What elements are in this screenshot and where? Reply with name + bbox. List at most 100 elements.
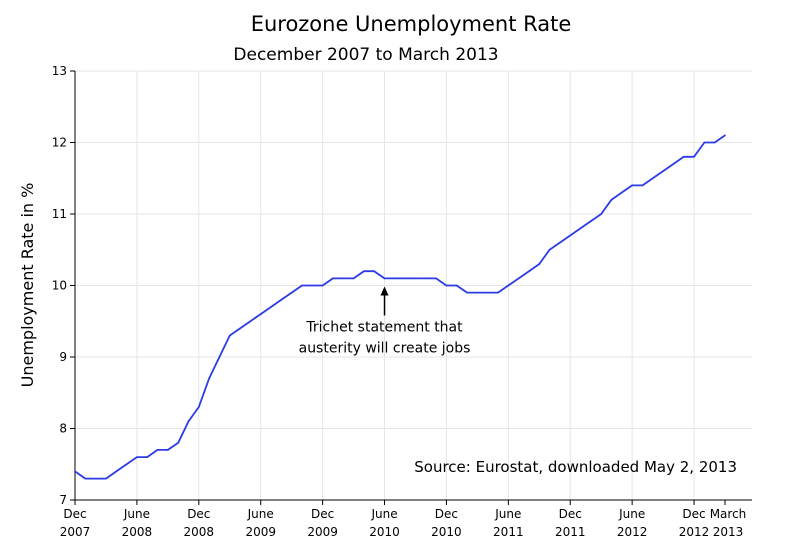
data-point	[228, 334, 231, 337]
y-tick-label: 8	[59, 422, 67, 436]
x-tick-label-line1: June	[123, 507, 150, 521]
data-point	[693, 156, 695, 158]
data-point	[177, 442, 179, 444]
y-tick-label: 7	[59, 493, 67, 507]
x-tick-label-line1: June	[618, 507, 645, 521]
annotation-arrow-head	[380, 286, 389, 296]
chart-title: Eurozone Unemployment Rate	[251, 12, 572, 36]
data-point	[301, 284, 303, 287]
data-point	[486, 291, 489, 294]
data-point	[115, 470, 118, 473]
x-tick-label-line2: 2009	[245, 525, 276, 539]
x-tick-label-line1: Dec	[682, 507, 705, 521]
x-tick-label-line2: 2011	[493, 525, 524, 539]
x-tick-label-line1: Dec	[559, 507, 582, 521]
data-point	[507, 284, 510, 287]
data-point	[559, 241, 561, 244]
data-point	[631, 184, 633, 187]
y-tick-labels: 7 8 9 10 11 12 13	[52, 64, 67, 507]
data-point	[662, 170, 664, 172]
data-point	[404, 277, 406, 280]
y-tick-label: 12	[52, 136, 67, 150]
data-point	[311, 284, 314, 287]
data-point	[466, 291, 468, 294]
data-point	[548, 248, 551, 251]
data-point	[621, 191, 623, 194]
data-point	[156, 449, 159, 451]
x-tick-label-line1: June	[247, 507, 274, 521]
data-point	[352, 277, 355, 280]
x-tick-label-line1: June	[370, 507, 397, 521]
data-point	[239, 327, 241, 330]
y-axis-label: Unemployment Rate in %	[18, 183, 37, 388]
data-point	[198, 406, 200, 408]
data-point	[383, 277, 386, 280]
x-tick-label-line1: Dec	[63, 507, 86, 521]
x-tick-label-line2: 2011	[555, 525, 586, 539]
data-point	[528, 270, 530, 273]
data-point	[321, 284, 324, 287]
x-tick-label-line1: March	[710, 507, 747, 521]
data-point	[167, 449, 169, 451]
x-tick-label-line2: 2007	[60, 525, 91, 539]
y-tick-label: 10	[52, 279, 67, 293]
data-point	[136, 456, 138, 458]
data-point	[476, 291, 479, 294]
data-point	[208, 377, 210, 380]
series-group	[74, 134, 726, 480]
y-tick-label: 11	[52, 207, 67, 221]
x-tick-label-line1: Dec	[187, 507, 210, 521]
data-point	[84, 477, 87, 480]
data-point	[569, 234, 572, 237]
data-point	[651, 177, 654, 180]
data-point	[600, 213, 602, 215]
data-point	[394, 277, 396, 280]
data-point	[455, 284, 458, 287]
data-point	[517, 277, 520, 280]
data-point	[641, 184, 644, 187]
data-point	[713, 141, 716, 144]
x-tick-label-line2: 2009	[307, 525, 338, 539]
axes	[70, 70, 752, 505]
data-point	[672, 163, 675, 165]
data-point	[538, 263, 541, 265]
y-tick-label: 9	[59, 350, 67, 364]
data-point	[105, 477, 107, 480]
data-point	[435, 277, 437, 280]
x-tick-label-line1: Dec	[311, 507, 334, 521]
data-point	[497, 291, 499, 294]
data-point	[94, 477, 97, 480]
data-point	[249, 320, 252, 323]
x-tick-label-line1: June	[494, 507, 521, 521]
data-point	[724, 134, 726, 137]
chart-subtitle: December 2007 to March 2013	[233, 45, 498, 65]
x-tick-labels: Dec 2007 June 2008 Dec 2008 June 2009 Dec 2009 Jun…	[60, 507, 747, 539]
data-point	[290, 291, 293, 294]
data-point	[373, 270, 376, 273]
grid-lines	[74, 70, 752, 501]
series-line	[74, 134, 726, 480]
data-point	[703, 141, 706, 144]
data-point	[342, 277, 345, 280]
data-point	[590, 220, 592, 222]
x-tick-label-line1: Dec	[435, 507, 458, 521]
x-tick-label-line2: 2008	[122, 525, 153, 539]
x-tick-label-line2: 2008	[184, 525, 215, 539]
data-point	[424, 277, 427, 280]
x-tick-label-line2: 2013	[713, 525, 744, 539]
x-tick-label-line2: 2010	[369, 525, 400, 539]
annotation-text-line1: Trichet statement that	[305, 320, 463, 336]
data-point	[218, 356, 221, 358]
data-point	[259, 313, 262, 315]
source-note: Source: Eurostat, downloaded May 2, 2013	[414, 458, 737, 476]
x-tick-label-line2: 2012	[679, 525, 710, 539]
data-point	[445, 284, 448, 287]
data-point	[682, 156, 685, 158]
data-point	[270, 306, 272, 308]
data-point	[125, 463, 128, 466]
data-point	[146, 456, 149, 458]
data-point	[74, 470, 76, 473]
data-point	[363, 270, 365, 273]
